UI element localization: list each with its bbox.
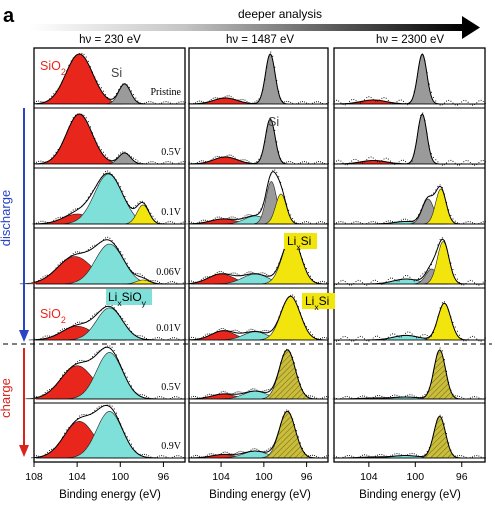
raw-data-p2-r1 <box>189 51 329 105</box>
xtick-label-p3-100: 100 <box>407 471 425 483</box>
label-lixsi-0-01v-highlight <box>302 293 335 309</box>
raw-data-p3-r1 <box>334 54 486 106</box>
label-lixsi-0-01v: LixSi <box>302 293 335 312</box>
raw-data-p1-r1 <box>34 52 186 105</box>
xtick-label-p2-96: 96 <box>301 471 313 483</box>
label-lixsi-0-1v: LixSi <box>284 233 317 252</box>
xtick-label-p1-108: 108 <box>25 471 43 483</box>
discharge-arrowhead <box>19 330 29 342</box>
label-sio2-0-01v-text: SiO2 <box>40 307 66 325</box>
label-si-1487-text: Si <box>268 115 279 129</box>
deeper-analysis-arrow-body <box>30 24 464 31</box>
panel-1-xlabel: Binding energy (eV) <box>59 489 161 501</box>
charge-label: charge <box>0 378 13 418</box>
xtick-label-p1-100: 100 <box>112 471 130 483</box>
label-lixsi-0-1v-text: LixSi <box>287 234 311 252</box>
raw-data-p2-r6 <box>189 348 329 400</box>
label-si-pristine-text: Si <box>111 66 122 80</box>
panel-1-title: hν = 230 eV <box>79 34 141 46</box>
xtick-label-p1-104: 104 <box>68 471 86 483</box>
raw-data-p3-r6 <box>334 347 486 400</box>
raw-data-p3-r4 <box>334 237 486 286</box>
row-label-6: 0.5V <box>161 382 182 393</box>
deeper-analysis-arrowhead <box>462 16 480 39</box>
label-si-pristine: Si <box>111 66 122 80</box>
panel-3-title: hν = 2300 eV <box>376 34 444 46</box>
raw-data-p2-r3 <box>189 169 329 225</box>
raw-data-p3-r3 <box>334 184 486 225</box>
xtick-label-p2-104: 104 <box>212 471 230 483</box>
panel-3-xlabel: Binding energy (eV) <box>359 489 461 501</box>
label-sio2-pristine-text: SiO2 <box>40 59 66 77</box>
xtick-label-p3-104: 104 <box>360 471 378 483</box>
label-lixsi-0-1v-highlight <box>284 233 317 249</box>
peak-sio2-p1-r2 <box>37 113 121 165</box>
envelope-p3-r3 <box>334 185 485 225</box>
peak-lixsi-charge--p3-r7 <box>421 416 459 459</box>
label-si-1487: Si <box>268 115 279 129</box>
xtick-label-p1-96: 96 <box>158 471 170 483</box>
label-sio2-0-01v: SiO2 <box>40 307 66 325</box>
raw-data-p1-r2 <box>34 113 186 165</box>
row-label-7: 0.9V <box>161 441 182 452</box>
row-label-3: 0.1V <box>161 207 182 218</box>
raw-data-p2-r7 <box>189 409 329 459</box>
peak-si-p3-r2 <box>407 113 438 165</box>
peak-si-p3-r1 <box>407 53 438 105</box>
panel-1-frame <box>33 47 186 463</box>
peak-si-p2-r1 <box>254 53 286 105</box>
envelope-p3-r7 <box>334 415 485 459</box>
peak-lixsi-p3-r5 <box>423 302 466 341</box>
envelope-p2-r7 <box>188 410 328 459</box>
raw-data-p2-r5 <box>189 294 329 340</box>
row-label-1: Pristine <box>150 87 181 98</box>
arrow-label: deeper analysis <box>238 7 322 21</box>
xtick-label-p2-100: 100 <box>255 471 273 483</box>
envelope-p2-r1 <box>189 53 328 105</box>
raw-data-p3-r7 <box>334 414 486 459</box>
raw-data-p1-r3 <box>34 170 186 225</box>
panel-2-title: hν = 1487 eV <box>226 34 294 46</box>
panel-2-frame <box>188 47 329 463</box>
envelope-p2-r2 <box>189 118 328 165</box>
label-lixsioy: LixSiOy <box>106 289 152 308</box>
envelope-p3-r5 <box>334 302 485 341</box>
label-sio2-pristine: SiO2 <box>40 59 66 77</box>
xtick-label-p3-96: 96 <box>456 471 468 483</box>
panel-letter: a <box>3 5 15 27</box>
envelope-p2-r4 <box>188 235 328 285</box>
raw-data-p1-r5 <box>34 303 186 341</box>
overlay-layer: Pristine 0.5V 0.1V 0.06V 0.01V 0.5V 0.9V SiO2 Si… <box>40 59 335 452</box>
raw-data-p1-r4 <box>34 236 186 285</box>
discharge-label: discharge <box>0 190 13 246</box>
envelope-p3-r1 <box>334 53 485 105</box>
label-lixsioy-highlight <box>106 289 152 305</box>
row-label-2: 0.5V <box>161 147 182 158</box>
label-lixsioy-text: LixSiOy <box>108 290 147 308</box>
spectra-layer: 108 104 100 96 104 100 96 104 100 96 <box>19 51 486 483</box>
envelope-p3-r2 <box>334 113 485 165</box>
raw-data-p2-r2 <box>189 117 329 165</box>
peak-lixsi-charge--p3-r6 <box>421 349 459 400</box>
row-label-5: 0.01V <box>156 323 182 334</box>
row-label-4: 0.06V <box>156 267 182 278</box>
panel-3-frame <box>333 47 486 463</box>
raw-data-p3-r2 <box>334 112 486 166</box>
panel-2-xlabel: Binding energy (eV) <box>209 489 311 501</box>
envelope-p3-r6 <box>334 349 485 400</box>
charge-arrowhead <box>19 445 29 457</box>
label-lixsi-0-01v-text: LixSi <box>305 294 329 312</box>
